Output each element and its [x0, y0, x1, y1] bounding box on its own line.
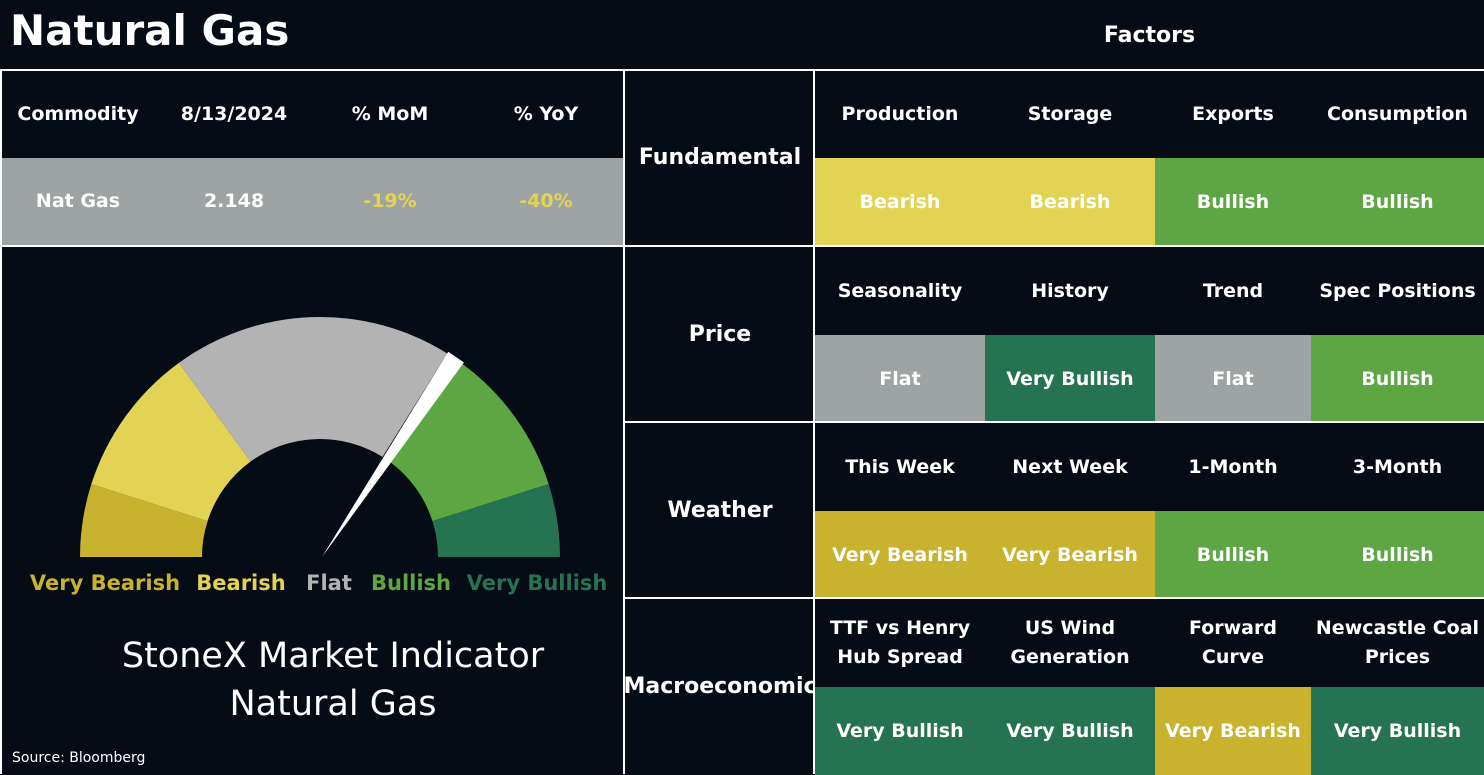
factor-name: Trend [1202, 279, 1264, 302]
factor-signal: Very Bearish [815, 511, 985, 599]
gauge-segment [390, 364, 549, 522]
factor-signal: Bullish [1311, 335, 1484, 423]
factor-group-name: Macroeconomic [623, 674, 817, 699]
factor-signal: Very Bearish [1155, 687, 1311, 775]
gauge-segment [178, 317, 448, 462]
page-title: Natural Gas [10, 6, 290, 55]
factor-group-name: Weather [667, 498, 773, 523]
factor-name: Consumption [1327, 102, 1468, 125]
gauge-label: Flat [306, 571, 352, 595]
factor-name: 1-Month [1188, 455, 1278, 478]
factor-name: Newcastle Coal Prices [1315, 617, 1480, 668]
factor-name: Storage [1027, 102, 1113, 125]
factor-signal: Bullish [1155, 158, 1311, 246]
factor-signal: Bearish [815, 158, 985, 246]
divider [0, 69, 1484, 71]
divider [623, 597, 1484, 599]
factor-name: Seasonality [837, 279, 963, 302]
gauge-title: Natural Gas [229, 684, 436, 724]
factor-name: Forward Curve [1189, 617, 1277, 668]
factors-title: Factors [1103, 22, 1196, 48]
divider [623, 421, 1484, 423]
gauge-label: Bearish [196, 571, 285, 595]
factor-name: Spec Positions [1319, 279, 1476, 302]
table-header: 8/13/2024 [180, 102, 288, 125]
table-row-bg [0, 158, 623, 245]
gauge-label: Bullish [371, 571, 451, 595]
factor-group-name: Fundamental [638, 145, 802, 170]
factor-signal: Flat [1155, 335, 1311, 423]
table-cell: -19% [363, 190, 417, 212]
gauge-needle [322, 351, 464, 557]
gauge-segment [80, 484, 208, 557]
factor-name: TTF vs Henry Hub Spread [829, 617, 971, 668]
factor-name: This Week [845, 455, 955, 478]
divider [623, 245, 1484, 247]
factor-signal: Very Bearish [985, 511, 1155, 599]
divider [813, 70, 815, 774]
table-header: % MoM [351, 102, 429, 125]
table-header: Commodity [17, 102, 139, 125]
factor-name: Production [841, 102, 959, 125]
table-cell: 2.148 [203, 190, 265, 212]
factor-name: Exports [1192, 102, 1274, 125]
factor-name: History [1031, 279, 1109, 302]
factor-signal: Very Bullish [815, 687, 985, 775]
source-note: Source: Bloomberg [12, 750, 146, 766]
factor-signal: Bearish [985, 158, 1155, 246]
gauge-segment [91, 362, 251, 522]
divider [623, 70, 625, 774]
factor-signal: Very Bullish [985, 335, 1155, 423]
gauge-label: Very Bullish [467, 571, 608, 595]
factor-signal: Very Bullish [985, 687, 1155, 775]
table-cell: -40% [519, 190, 573, 212]
factor-name: 3-Month [1352, 455, 1443, 478]
table-cell: Nat Gas [35, 190, 121, 212]
factor-name: Next Week [1012, 455, 1128, 478]
factor-group-name: Price [688, 322, 752, 347]
divider [0, 70, 2, 774]
table-header: % YoY [513, 102, 579, 125]
gauge-segment [432, 484, 560, 557]
gauge-title: StoneX Market Indicator [122, 636, 545, 676]
factor-signal: Bullish [1155, 511, 1311, 599]
factor-signal: Bullish [1311, 511, 1484, 599]
factor-name: US Wind Generation [1010, 617, 1130, 668]
factor-signal: Bullish [1311, 158, 1484, 246]
gauge: Very Bearish Bearish Flat Bullish Very Bulli… [30, 317, 608, 724]
divider [0, 245, 623, 247]
gauge-label: Very Bearish [30, 571, 180, 595]
factor-signal: Flat [815, 335, 985, 423]
factor-signal: Very Bullish [1311, 687, 1484, 775]
